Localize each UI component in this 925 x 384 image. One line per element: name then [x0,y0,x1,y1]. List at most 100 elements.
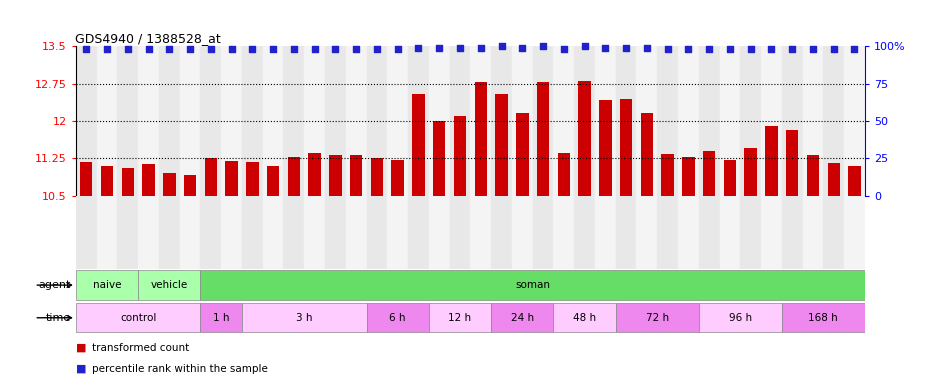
Bar [620,99,633,196]
Bar [661,154,673,196]
Bar [246,162,259,196]
Text: GDS4940 / 1388528_at: GDS4940 / 1388528_at [75,32,221,45]
Bar [329,155,341,196]
Point [411,45,426,51]
Bar [782,303,865,333]
Bar [76,196,96,269]
Bar [823,46,845,196]
Bar [242,196,263,269]
Bar [599,100,611,196]
Text: ■: ■ [76,364,90,374]
Bar [121,168,134,196]
Point [182,46,197,52]
Bar [553,303,616,333]
Bar [304,196,325,269]
Bar [616,303,698,333]
Bar [658,46,678,196]
Text: 48 h: 48 h [573,313,596,323]
Text: agent: agent [39,280,71,290]
Text: 12 h: 12 h [449,313,472,323]
Bar [558,153,570,196]
Bar [117,196,138,269]
Bar [76,270,138,300]
Bar [491,303,553,333]
Point [142,46,156,52]
Bar [308,153,321,196]
Point [806,46,820,52]
Point [744,46,758,52]
Bar [283,46,304,196]
Point [452,45,467,51]
Text: naive: naive [92,280,121,290]
Bar [350,155,363,196]
Bar [346,46,366,196]
Text: transformed count: transformed count [92,343,190,353]
Text: 1 h: 1 h [213,313,229,323]
Bar [553,46,574,196]
Text: 24 h: 24 h [511,313,534,323]
Bar [678,46,698,196]
Bar [765,126,778,196]
Bar [698,196,720,269]
Bar [391,161,404,196]
Bar [786,130,798,196]
Point [598,45,612,51]
Bar [433,121,446,196]
Bar [96,196,117,269]
Point [847,46,862,52]
Bar [179,46,201,196]
Bar [491,196,512,269]
Bar [553,196,574,269]
Point [349,46,364,52]
Bar [595,46,616,196]
Bar [574,196,595,269]
Bar [267,166,279,196]
Bar [761,46,782,196]
Point [369,46,384,52]
Text: soman: soman [515,280,550,290]
Bar [495,93,508,196]
Bar [636,46,658,196]
Point [681,46,696,52]
Point [100,46,115,52]
Bar [533,196,553,269]
Point [619,45,634,51]
Bar [450,46,470,196]
Bar [413,93,425,196]
Bar [204,158,217,196]
Bar [283,196,304,269]
Bar [616,46,636,196]
Bar [388,196,408,269]
Bar [325,196,346,269]
Point [307,46,322,52]
Bar [201,196,221,269]
Bar [96,46,117,196]
Bar [454,116,466,196]
Point [287,46,302,52]
Bar [698,46,720,196]
Bar [782,196,803,269]
Point [474,45,488,51]
Bar [740,46,761,196]
Bar [536,82,549,196]
Bar [745,149,757,196]
Bar [636,196,658,269]
Bar [288,157,300,196]
Bar [138,196,159,269]
Bar [201,270,865,300]
Bar [682,157,695,196]
Bar [450,196,470,269]
Point [784,46,799,52]
Bar [76,303,201,333]
Bar [408,196,429,269]
Point [515,45,530,51]
Bar [429,196,450,269]
Bar [740,196,761,269]
Bar [80,162,93,196]
Bar [76,46,96,196]
Bar [616,196,636,269]
Text: 96 h: 96 h [729,313,752,323]
Bar [366,196,388,269]
Bar [138,46,159,196]
Bar [263,196,283,269]
